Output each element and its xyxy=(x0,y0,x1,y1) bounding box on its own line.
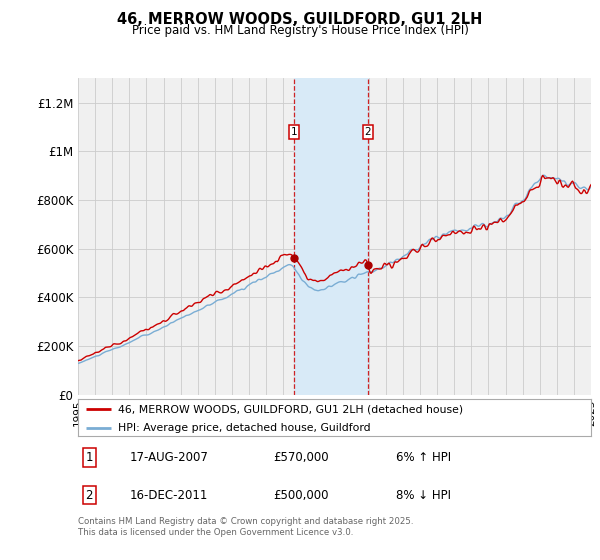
Text: 46, MERROW WOODS, GUILDFORD, GU1 2LH (detached house): 46, MERROW WOODS, GUILDFORD, GU1 2LH (de… xyxy=(118,404,463,414)
Text: 17-AUG-2007: 17-AUG-2007 xyxy=(130,451,208,464)
Text: 2: 2 xyxy=(365,127,371,137)
Text: 46, MERROW WOODS, GUILDFORD, GU1 2LH: 46, MERROW WOODS, GUILDFORD, GU1 2LH xyxy=(118,12,482,27)
Bar xyxy=(294,78,368,395)
Text: 8% ↓ HPI: 8% ↓ HPI xyxy=(396,489,451,502)
Text: HPI: Average price, detached house, Guildford: HPI: Average price, detached house, Guil… xyxy=(118,423,371,433)
Text: 16-DEC-2011: 16-DEC-2011 xyxy=(130,489,208,502)
Text: Contains HM Land Registry data © Crown copyright and database right 2025.
This d: Contains HM Land Registry data © Crown c… xyxy=(78,517,413,537)
Text: £570,000: £570,000 xyxy=(273,451,329,464)
Text: Price paid vs. HM Land Registry's House Price Index (HPI): Price paid vs. HM Land Registry's House … xyxy=(131,24,469,36)
Text: 1: 1 xyxy=(290,127,297,137)
Text: £500,000: £500,000 xyxy=(273,489,328,502)
Text: 1: 1 xyxy=(86,451,93,464)
Text: 6% ↑ HPI: 6% ↑ HPI xyxy=(396,451,451,464)
Text: 2: 2 xyxy=(86,489,93,502)
